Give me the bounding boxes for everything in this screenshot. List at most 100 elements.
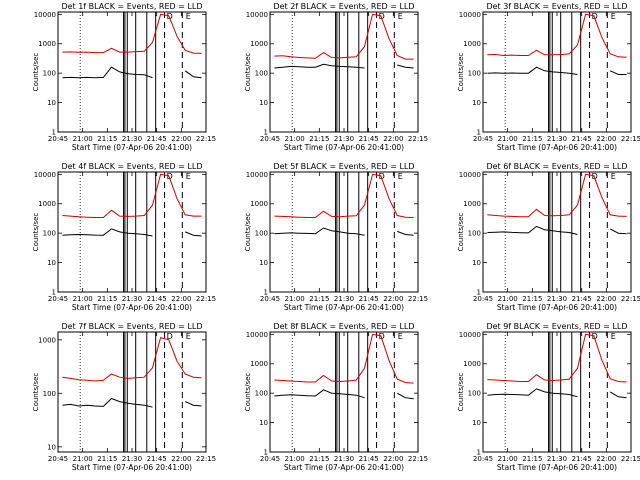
chart-title: Det 5f BLACK = Events, RED = LLD xyxy=(273,162,414,171)
x-tick-label: 21:00 xyxy=(73,295,93,303)
marker-label: D xyxy=(167,12,173,21)
marker-label: D xyxy=(167,172,173,181)
chart-panel: Det 6f BLACK = Events, RED = LLD 1 10 100 10… xyxy=(457,162,640,312)
y-tick-label: 10000 xyxy=(459,171,481,179)
series-line xyxy=(274,13,414,60)
y-tick-label: 1000 xyxy=(250,360,268,368)
y-tick-label: 10000 xyxy=(246,171,268,179)
y-axis-label: Counts/sec xyxy=(457,213,465,252)
x-tick-label: 21:15 xyxy=(522,135,542,143)
marker-label: E xyxy=(398,332,403,341)
series-line xyxy=(274,173,414,218)
marker-label: E xyxy=(611,332,616,341)
y-tick-label: 10000 xyxy=(459,331,481,339)
x-tick-label: 21:45 xyxy=(147,135,167,143)
y-tick-label: 1000 xyxy=(38,336,56,344)
y-tick-label: 1 xyxy=(264,289,268,297)
series-line xyxy=(62,397,202,408)
chart-title: Det 6f BLACK = Events, RED = LLD xyxy=(486,162,627,171)
x-tick-label: 20:45 xyxy=(260,135,280,143)
y-tick-label: 100 xyxy=(255,390,268,398)
marker-label: D xyxy=(379,332,385,341)
marker-label: E xyxy=(398,172,403,181)
x-tick-label: 21:45 xyxy=(359,455,379,463)
marker-label: D xyxy=(592,332,598,341)
chart-title: Det 8f BLACK = Events, RED = LLD xyxy=(273,322,414,331)
series-line xyxy=(487,13,627,58)
x-tick-label: 20:45 xyxy=(48,295,68,303)
y-axis-label: Counts/sec xyxy=(457,373,465,412)
series-line xyxy=(487,333,627,383)
x-tick-label: 21:00 xyxy=(285,295,305,303)
x-tick-label: 22:15 xyxy=(408,295,428,303)
x-tick-label: 21:45 xyxy=(572,455,592,463)
y-tick-label: 10 xyxy=(259,259,268,267)
chart-title: Det 7f BLACK = Events, RED = LLD xyxy=(61,322,202,331)
chart-panel: Det 3f BLACK = Events, RED = LLD 1 10 100 10… xyxy=(457,2,640,152)
y-tick-label: 100 xyxy=(468,390,481,398)
y-tick-label: 10000 xyxy=(34,171,56,179)
y-axis-label: Counts/sec xyxy=(244,53,252,92)
chart-panel: Det 8f BLACK = Events, RED = LLD 1 10 100 10… xyxy=(244,322,428,472)
x-axis-label: Start Time (07-Apr-06 20:41:00) xyxy=(72,463,192,472)
marker-label: E xyxy=(398,12,403,21)
y-tick-label: 1000 xyxy=(250,40,268,48)
x-axis-label: Start Time (07-Apr-06 20:41:00) xyxy=(284,463,404,472)
y-tick-label: 10 xyxy=(47,99,56,107)
x-tick-label: 21:30 xyxy=(334,295,354,303)
x-tick-label: 22:15 xyxy=(408,455,428,463)
y-axis-label: Counts/sec xyxy=(244,213,252,252)
x-tick-label: 22:00 xyxy=(171,135,191,143)
marker-label: D xyxy=(379,12,385,21)
y-tick-label: 100 xyxy=(468,70,481,78)
x-tick-label: 21:00 xyxy=(73,455,93,463)
x-tick-label: 21:45 xyxy=(572,135,592,143)
y-tick-label: 10000 xyxy=(459,11,481,19)
y-tick-label: 1000 xyxy=(250,200,268,208)
x-axis-label: Start Time (07-Apr-06 20:41:00) xyxy=(497,303,617,312)
y-tick-label: 1000 xyxy=(38,40,56,48)
y-tick-label: 1 xyxy=(52,129,56,137)
y-tick-label: 10 xyxy=(47,259,56,267)
x-tick-label: 21:15 xyxy=(97,135,117,143)
x-tick-label: 21:00 xyxy=(73,135,93,143)
x-tick-label: 22:00 xyxy=(383,295,403,303)
x-tick-label: 20:45 xyxy=(260,455,280,463)
chart-panel: Det 2f BLACK = Events, RED = LLD 1 10 100 10… xyxy=(244,2,428,152)
x-tick-label: 21:30 xyxy=(547,295,567,303)
y-axis-label: Counts/sec xyxy=(457,53,465,92)
marker-label: E xyxy=(186,172,191,181)
chart-title: Det 1f BLACK = Events, RED = LLD xyxy=(61,2,202,11)
x-axis-label: Start Time (07-Apr-06 20:41:00) xyxy=(497,143,617,152)
marker-label: D xyxy=(167,332,173,341)
y-tick-label: 10 xyxy=(472,259,481,267)
x-axis-label: Start Time (07-Apr-06 20:41:00) xyxy=(284,143,404,152)
series-line xyxy=(274,63,414,69)
chart-panel: Det 9f BLACK = Events, RED = LLD 1 10 100 10… xyxy=(457,322,640,472)
series-line xyxy=(62,173,202,218)
chart-panel: Det 4f BLACK = Events, RED = LLD 1 10 100 10… xyxy=(32,162,216,312)
x-tick-label: 21:00 xyxy=(498,295,518,303)
chart-title: Det 9f BLACK = Events, RED = LLD xyxy=(486,322,627,331)
y-tick-label: 100 xyxy=(468,230,481,238)
chart-panel: Det 7f BLACK = Events, RED = LLD 10 100 100… xyxy=(32,322,216,472)
y-axis-label: Counts/sec xyxy=(32,213,40,252)
y-tick-label: 1 xyxy=(477,449,481,457)
x-axis-label: Start Time (07-Apr-06 20:41:00) xyxy=(72,303,192,312)
y-tick-label: 10 xyxy=(259,419,268,427)
series-line xyxy=(274,389,414,400)
marker-label: D xyxy=(379,172,385,181)
y-tick-label: 10000 xyxy=(246,11,268,19)
y-tick-label: 100 xyxy=(255,70,268,78)
series-line xyxy=(487,66,627,75)
chart-panel: Det 5f BLACK = Events, RED = LLD 1 10 100 10… xyxy=(244,162,428,312)
x-tick-label: 21:30 xyxy=(334,135,354,143)
y-tick-label: 10 xyxy=(47,443,56,451)
x-tick-label: 22:15 xyxy=(621,455,640,463)
y-tick-label: 10000 xyxy=(246,331,268,339)
x-tick-label: 21:30 xyxy=(122,455,142,463)
x-tick-label: 22:15 xyxy=(408,135,428,143)
x-tick-label: 20:45 xyxy=(260,295,280,303)
y-tick-label: 1 xyxy=(477,129,481,137)
